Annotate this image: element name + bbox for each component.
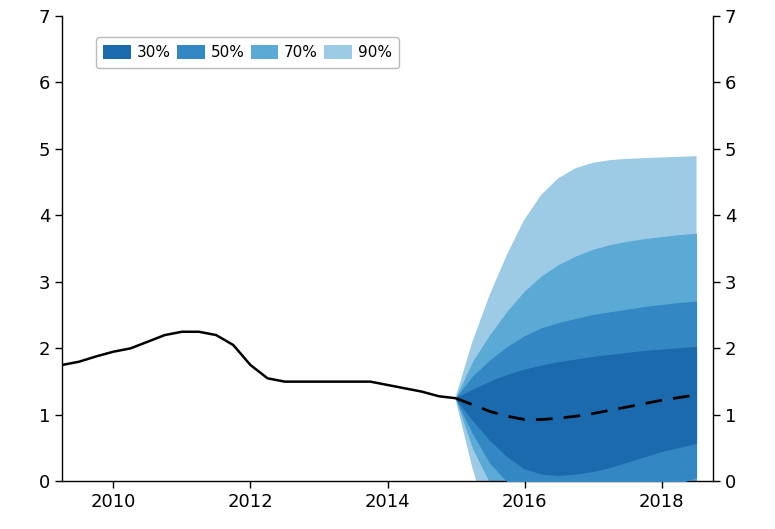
Legend: 30%, 50%, 70%, 90%: 30%, 50%, 70%, 90%: [95, 38, 399, 68]
